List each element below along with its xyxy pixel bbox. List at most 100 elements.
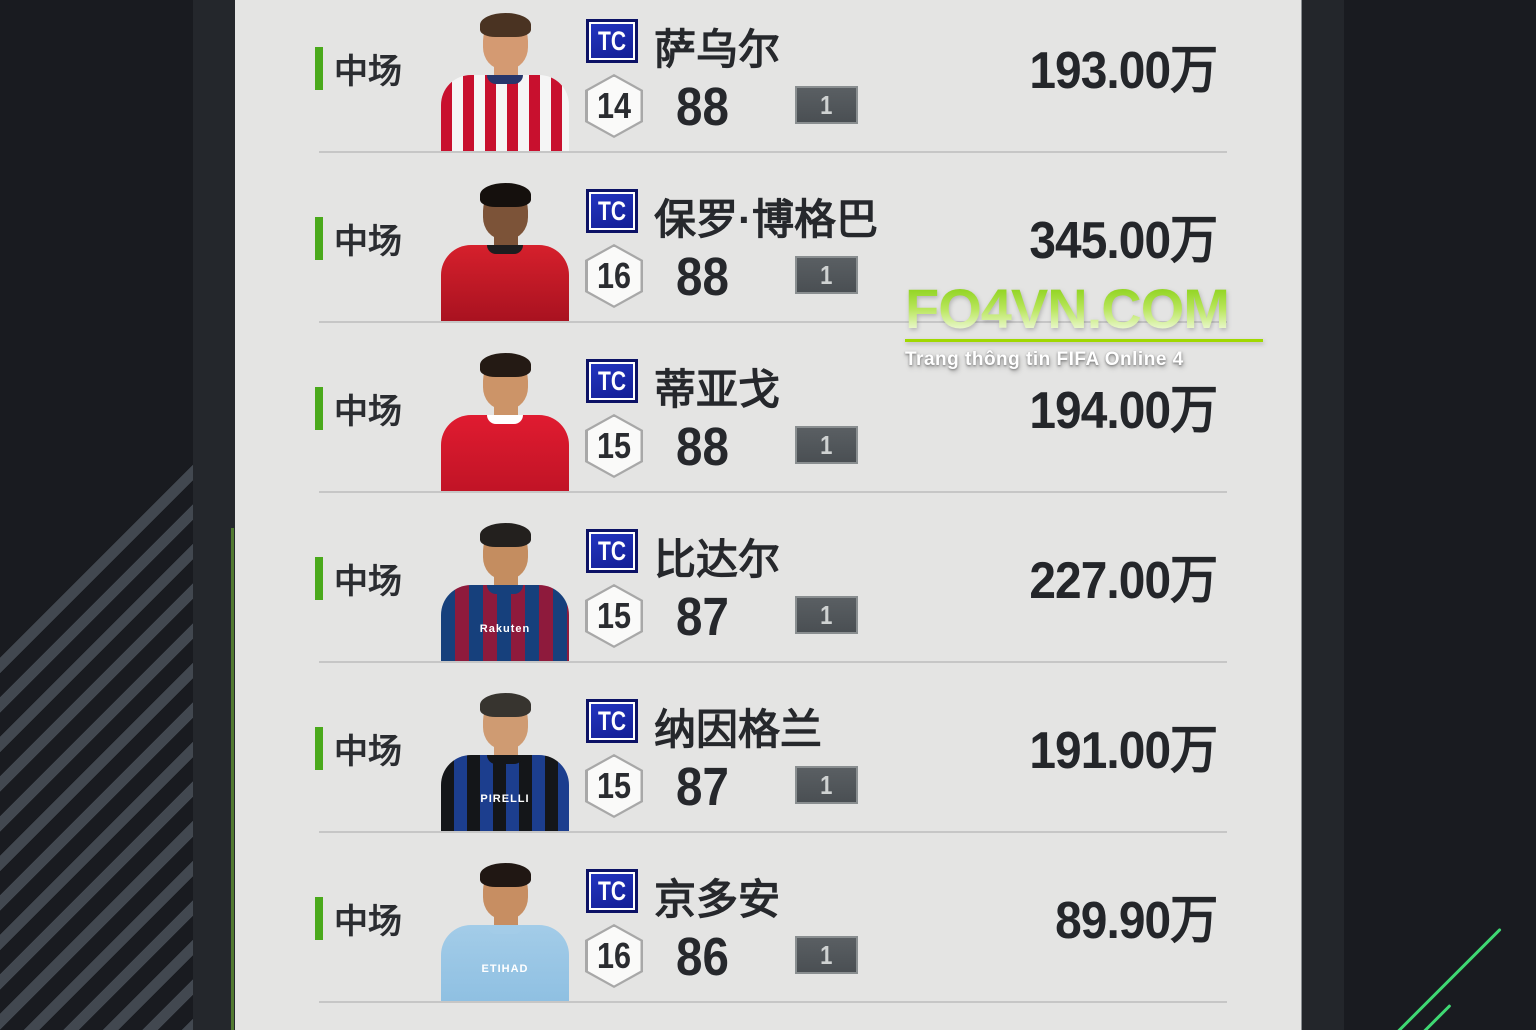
- price-value: 227.00万: [1029, 552, 1218, 610]
- salary-value: 1: [820, 89, 833, 120]
- price-value: 193.00万: [1029, 42, 1218, 100]
- salary-value: 1: [820, 259, 833, 290]
- player-row[interactable]: 中场 PIRELLI TC 纳因格兰 15 87 1 191.00万: [235, 663, 1301, 833]
- season-badge-inner: 15: [587, 756, 641, 816]
- position-text: 中场: [334, 902, 402, 941]
- jersey-collar: [487, 585, 523, 594]
- player-row[interactable]: 中场 ETIHAD TC 京多安 16 86 1 89.90万: [235, 833, 1301, 1003]
- watermark-underline: [905, 339, 1263, 342]
- rating-value: 88: [676, 77, 729, 137]
- position-label: 中场: [315, 493, 402, 663]
- position-label: 中场: [315, 0, 402, 153]
- row-separator: [319, 321, 1227, 323]
- left-inner-strip: [193, 0, 235, 1030]
- player-jersey: Rakuten: [441, 585, 569, 661]
- season-badge-inner: 15: [587, 416, 641, 476]
- position-accent-bar: [315, 556, 323, 600]
- price-value: 89.90万: [1054, 892, 1218, 950]
- tc-badge: TC: [586, 19, 638, 63]
- season-badge-inner: 14: [587, 76, 641, 136]
- watermark-subtitle: Trang thông tin FIFA Online 4: [905, 349, 1184, 370]
- row-separator: [319, 831, 1227, 833]
- season-number: 15: [596, 765, 632, 806]
- player-photo: Rakuten: [433, 523, 578, 661]
- right-panel: [1344, 0, 1536, 1030]
- season-number: 16: [596, 255, 632, 296]
- rating-value: 86: [676, 927, 729, 987]
- position-label: 中场: [315, 323, 402, 493]
- price-value: 191.00万: [1029, 722, 1218, 780]
- rating-value: 87: [676, 757, 729, 817]
- player-name: 比达尔: [654, 536, 781, 583]
- player-row[interactable]: 中场 TC 保罗·博格巴 16 88 1 345.00万: [235, 153, 1301, 323]
- salary-badge: 1: [795, 426, 858, 464]
- player-row[interactable]: 中场 Rakuten TC 比达尔 15 87 1 227.00万: [235, 493, 1301, 663]
- tc-badge-text: TC: [597, 705, 627, 736]
- position-accent-bar: [315, 46, 323, 90]
- price-value: 345.00万: [1029, 212, 1218, 270]
- season-number: 15: [596, 425, 632, 466]
- row-separator: [319, 491, 1227, 493]
- jersey-collar: [487, 75, 523, 84]
- row-separator: [319, 661, 1227, 663]
- player-photo: [433, 353, 578, 491]
- season-number: 14: [596, 85, 632, 126]
- player-head: [480, 523, 531, 579]
- player-photo: [433, 13, 578, 151]
- tc-badge-text: TC: [597, 365, 627, 396]
- position-text: 中场: [334, 222, 402, 261]
- tc-badge: TC: [586, 869, 638, 913]
- season-number: 16: [596, 935, 632, 976]
- position-accent-bar: [315, 216, 323, 260]
- player-head: [480, 183, 531, 239]
- season-badge: 15: [585, 414, 643, 478]
- player-name: 保罗·博格巴: [654, 196, 878, 243]
- player-row[interactable]: 中场 TC 萨乌尔 14 88 1 193.00万: [235, 0, 1301, 153]
- tc-badge-text: TC: [597, 25, 627, 56]
- position-label: 中场: [315, 663, 402, 833]
- position-text: 中场: [334, 392, 402, 431]
- season-badge: 16: [585, 924, 643, 988]
- jersey-collar: [487, 245, 523, 254]
- price-value: 194.00万: [1029, 382, 1218, 440]
- season-badge: 15: [585, 754, 643, 818]
- player-jersey: PIRELLI: [441, 755, 569, 831]
- jersey-sponsor-text: Rakuten: [479, 623, 531, 635]
- season-badge: 15: [585, 584, 643, 648]
- player-jersey: ETIHAD: [441, 925, 569, 1001]
- player-name: 纳因格兰: [654, 706, 823, 753]
- row-separator: [319, 1001, 1227, 1003]
- tc-badge-text: TC: [597, 195, 627, 226]
- player-list: 中场 TC 萨乌尔 14 88 1 193.00万 中场: [235, 0, 1302, 1030]
- rating-value: 88: [676, 417, 729, 477]
- season-badge: 14: [585, 74, 643, 138]
- jersey-sponsor-text: PIRELLI: [480, 793, 530, 805]
- player-photo: [433, 183, 578, 321]
- tc-badge: TC: [586, 529, 638, 573]
- tc-badge: TC: [586, 359, 638, 403]
- player-jersey: [441, 75, 569, 151]
- jersey-sponsor-text: ETIHAD: [481, 963, 529, 975]
- player-name: 蒂亚戈: [654, 366, 781, 413]
- player-head: [480, 863, 531, 919]
- tc-badge-text: TC: [597, 875, 627, 906]
- salary-badge: 1: [795, 256, 858, 294]
- salary-badge: 1: [795, 766, 858, 804]
- row-separator: [319, 151, 1227, 153]
- season-badge-inner: 16: [587, 926, 641, 986]
- season-badge-inner: 16: [587, 246, 641, 306]
- position-label: 中场: [315, 833, 402, 1003]
- right-inner-strip: [1301, 0, 1344, 1030]
- salary-badge: 1: [795, 936, 858, 974]
- salary-badge: 1: [795, 86, 858, 124]
- jersey-collar: [487, 925, 523, 934]
- player-name: 京多安: [654, 876, 781, 923]
- player-row[interactable]: 中场 TC 蒂亚戈 15 88 1 194.00万: [235, 323, 1301, 493]
- player-jersey: [441, 415, 569, 491]
- jersey-collar: [487, 755, 523, 764]
- position-text: 中场: [334, 732, 402, 771]
- player-photo: PIRELLI: [433, 693, 578, 831]
- tc-badge-text: TC: [597, 535, 627, 566]
- rating-value: 87: [676, 587, 729, 647]
